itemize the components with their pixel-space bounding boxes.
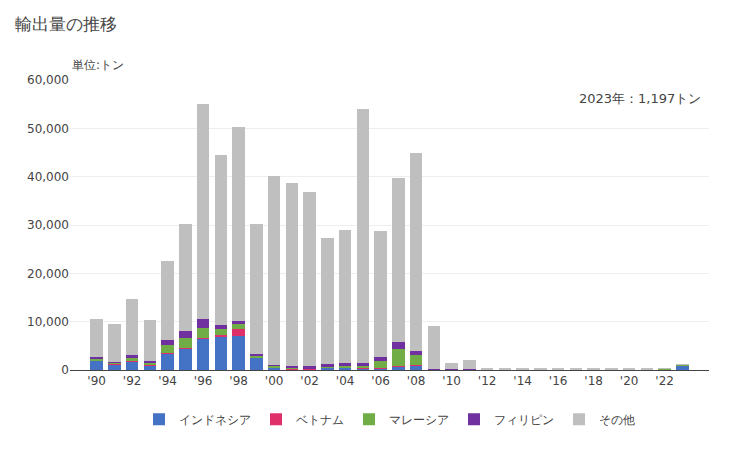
svg-text:'04: '04	[336, 374, 355, 388]
svg-text:'90: '90	[87, 374, 106, 388]
svg-text:'00: '00	[265, 374, 284, 388]
svg-text:輸出量の推移: 輸出量の推移	[15, 14, 117, 34]
svg-text:'12: '12	[478, 374, 497, 388]
svg-text:フィリピン: フィリピン	[494, 413, 554, 427]
svg-text:30,000: 30,000	[27, 218, 69, 232]
svg-text:2023年：1,197トン: 2023年：1,197トン	[579, 91, 701, 106]
svg-text:'22: '22	[655, 374, 674, 388]
svg-text:20,000: 20,000	[27, 267, 69, 281]
svg-text:'98: '98	[229, 374, 248, 388]
svg-text:0: 0	[61, 363, 69, 377]
svg-text:単位:トン: 単位:トン	[72, 58, 124, 72]
svg-text:'96: '96	[194, 374, 213, 388]
svg-text:インドネシア: インドネシア	[179, 413, 251, 427]
svg-text:50,000: 50,000	[27, 122, 69, 136]
svg-text:'20: '20	[620, 374, 639, 388]
svg-text:'06: '06	[371, 374, 390, 388]
svg-text:'14: '14	[513, 374, 532, 388]
svg-text:'18: '18	[584, 374, 603, 388]
svg-text:'02: '02	[300, 374, 319, 388]
svg-text:60,000: 60,000	[27, 73, 69, 87]
svg-text:10,000: 10,000	[27, 315, 69, 329]
svg-text:その他: その他	[599, 413, 635, 427]
svg-text:'92: '92	[123, 374, 142, 388]
svg-text:ベトナム: ベトナム	[296, 413, 344, 427]
svg-text:マレーシア: マレーシア	[389, 413, 449, 427]
svg-text:40,000: 40,000	[27, 170, 69, 184]
svg-text:'08: '08	[407, 374, 426, 388]
svg-text:'16: '16	[549, 374, 568, 388]
svg-text:'10: '10	[442, 374, 461, 388]
svg-text:'94: '94	[158, 374, 177, 388]
